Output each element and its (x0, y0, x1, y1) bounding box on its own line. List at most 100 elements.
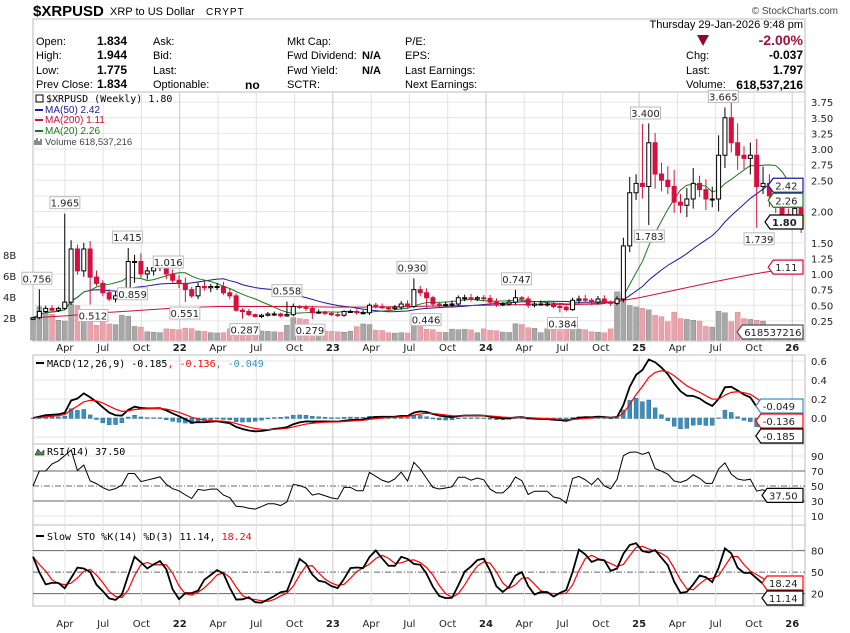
candle-body (328, 312, 334, 316)
macd-histogram-bar (291, 415, 296, 419)
candle-body (106, 292, 112, 300)
annotation-label: 0.287 (230, 326, 259, 337)
eps-label: EPS: (405, 50, 430, 62)
ma200-badge: 1.11 (775, 263, 797, 274)
macd-histogram-bar (405, 417, 410, 419)
volume-tick-label: 6B (3, 272, 16, 283)
annotation-box (501, 272, 533, 286)
date-tick-label: Oct (745, 619, 762, 630)
price-badge-box (764, 214, 804, 230)
volume-bar (468, 329, 474, 341)
annotation-label: 0.930 (398, 263, 427, 274)
date-tick-label: Jul (96, 343, 109, 354)
macd-histogram-bar (278, 417, 283, 419)
macd-histogram-bar (716, 417, 721, 419)
date-tick-label: Oct (439, 343, 456, 354)
candle-body (208, 286, 214, 289)
annotation-box (111, 230, 143, 244)
volume-bar (328, 331, 335, 341)
macd-legend: MACD(12,26,9) -0.185, -0.136, -0.049 (36, 359, 264, 370)
volume-bar (55, 320, 62, 341)
macd-badge-box (755, 428, 804, 444)
candle-body (639, 182, 645, 187)
candle-body (424, 292, 430, 299)
legend-macd-main: MACD(12,26,9) -0.185 (47, 359, 167, 370)
price-annotations: 0.756 1.965 1.415 1.016 0.859 0.512 0.551 0.287… (21, 89, 775, 337)
copyright-link[interactable]: © StockCharts.com (752, 6, 838, 17)
candle-body (392, 306, 398, 309)
volume-bar (557, 330, 563, 341)
macd-histogram-bar (652, 407, 658, 419)
last-earnings-label: Last Earnings: (405, 65, 475, 77)
macd-tick-label: 0.2 (811, 395, 827, 406)
macd-histogram-bar (132, 415, 137, 419)
macd-histogram-bar (176, 417, 182, 423)
quote-col-2: Ask: Bid: Last: Optionable: no (153, 36, 260, 92)
date-tick-label: Apr (669, 619, 687, 630)
ma200-badge-box (767, 259, 804, 275)
volume-bar (49, 314, 55, 341)
annotation-box (21, 271, 53, 285)
candle-body (385, 307, 391, 310)
macd-histogram-bar (49, 416, 55, 419)
annotation-box (152, 255, 184, 269)
volume-bar (652, 315, 658, 341)
candle-body (303, 306, 309, 309)
volume-bar (474, 332, 481, 341)
candle-body (722, 117, 728, 156)
volume-icon (34, 138, 42, 145)
macd-histogram-bar (164, 417, 169, 420)
legend-rsi: RSI(14) 37.50 (47, 447, 125, 458)
macd-histogram-bar (424, 416, 429, 419)
macd-histogram-bar (665, 417, 671, 421)
candle-body (316, 311, 322, 314)
price-tick-label: 3.75 (811, 98, 833, 109)
volume-bar (61, 320, 68, 341)
candle-body (462, 297, 468, 300)
volume-tick-label: 8B (3, 251, 16, 262)
date-tick-label: Oct (286, 619, 303, 630)
date-tick-label: Apr (362, 343, 380, 354)
price-tick-label: 1.00 (811, 270, 833, 281)
legend-macd-hist: , -0.049 (216, 359, 264, 370)
macd-badge: -0.185 (763, 432, 795, 443)
candle-body (455, 297, 461, 305)
legend-sto: Slow STO %K(14) %D(3) 11.14, 18.24 (47, 532, 252, 543)
candle-body (341, 311, 347, 316)
candle-body (125, 261, 131, 291)
candle-body (449, 303, 455, 306)
macd-signal-line (32, 370, 802, 431)
sto-lines (32, 542, 802, 604)
volume-bar (715, 311, 722, 341)
volume-bar (30, 317, 36, 341)
macd-histogram-bar (94, 417, 99, 420)
date-tick-label: 26 (785, 343, 799, 354)
volume-bar (150, 331, 157, 341)
volume-bar (176, 329, 182, 341)
annotation-label: 3.665 (709, 92, 738, 103)
candle-body (259, 314, 265, 317)
chg-value: -0.037 (769, 48, 803, 62)
macd-histogram-bar (322, 416, 328, 419)
annotation-box (547, 317, 579, 330)
candle-body (519, 297, 525, 300)
sto-k-badge-box (761, 590, 804, 606)
candle-body (347, 311, 353, 313)
volume-bar (125, 316, 131, 341)
ma200-swatch (35, 119, 43, 121)
date-tick-label: Jul (249, 619, 262, 630)
date-tick-label: 26 (785, 619, 799, 630)
annotation-box (294, 323, 326, 337)
last-value: 1.797 (773, 63, 803, 77)
macd-histogram-bar (627, 400, 632, 419)
candle-body (335, 314, 341, 317)
fwd-yield-label: Fwd Yield: (287, 65, 338, 77)
ma50-swatch (35, 109, 43, 111)
sto-d-badge-box (761, 575, 804, 591)
price-badge: 1.80 (772, 218, 797, 229)
last-label: Last: (686, 65, 710, 77)
macd-histogram-bar (437, 417, 442, 421)
candle-body (709, 198, 715, 201)
volume-bar (188, 328, 195, 341)
price-tick-label: 3.25 (811, 129, 833, 140)
